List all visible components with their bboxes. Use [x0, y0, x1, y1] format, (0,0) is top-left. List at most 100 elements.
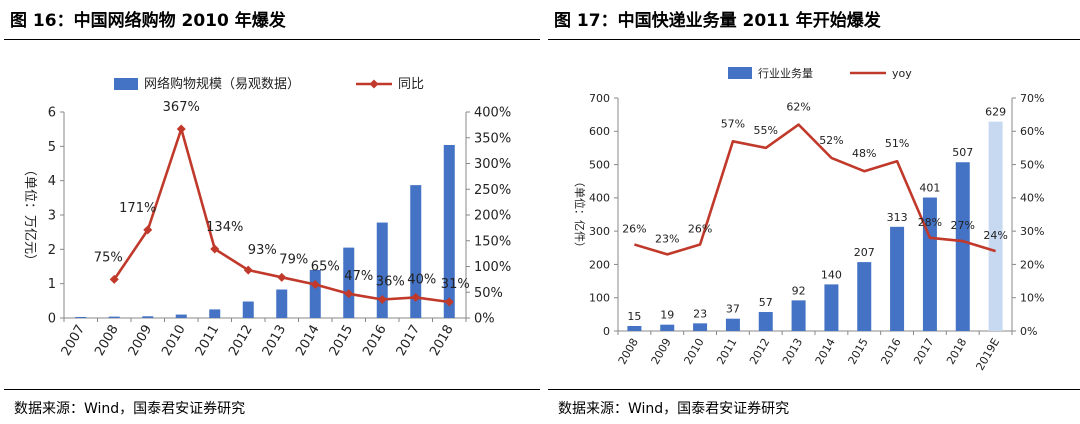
y2-tick-label: 70%: [1020, 92, 1044, 105]
y-tick-label: 5: [48, 140, 56, 155]
bar: [175, 314, 187, 318]
x-tick-label: 2017: [911, 336, 936, 367]
x-tick-label: 2010: [681, 336, 706, 367]
bottom-rule: [4, 389, 540, 390]
bar: [824, 284, 839, 331]
line-point: [109, 274, 119, 284]
legend-bar-swatch: [728, 67, 752, 79]
legend-line-label: yoy: [892, 67, 912, 80]
x-tick-label: 2014: [293, 323, 323, 359]
y2-tick-label: 20%: [1020, 258, 1044, 271]
y-tick-label: 1: [48, 277, 56, 292]
line-value-label: 51%: [885, 137, 909, 150]
y2-tick-label: 30%: [1020, 225, 1044, 238]
y2-tick-label: 10%: [1020, 292, 1044, 305]
bar: [758, 312, 773, 331]
bar: [660, 324, 675, 331]
yoy-line: [634, 123, 996, 256]
bar: [955, 162, 970, 331]
chart-panel-express-delivery: 图 17：中国快递业务量 2011 年开始爆发 0 100 200 300 400 500…: [548, 0, 1080, 424]
x-tick-label: 2014: [813, 336, 838, 367]
bar: [627, 326, 642, 331]
y2-tick-label: 250%: [474, 183, 511, 198]
chart-panel-online-shopping: 图 16：中国网络购物 2010 年爆发 0 1 2 3 4 5 6 0% 50% 100% 150…: [4, 0, 540, 424]
bar-value-label: 92: [792, 284, 806, 297]
x-tick-label: 2016: [878, 336, 903, 367]
y2-tick-label: 150%: [474, 234, 511, 249]
bar: [343, 247, 355, 318]
legend-line-marker: [369, 79, 379, 89]
y2-tick-label: 50%: [1020, 158, 1044, 171]
y-tick-label: 700: [589, 92, 610, 105]
bar-value-label: 140: [821, 268, 842, 281]
line-value-label: 65%: [311, 260, 340, 275]
bar: [276, 289, 288, 318]
data-source: 数据来源：Wind，国泰君安证券研究: [14, 401, 246, 417]
y2-tick-label: 350%: [474, 131, 511, 146]
x-tick-label: 2008: [616, 336, 641, 367]
line-point: [344, 289, 354, 299]
bar: [890, 226, 905, 331]
line-value-label: 62%: [786, 101, 810, 114]
y-tick-label: 2: [48, 243, 56, 258]
y-tick-label: 100: [589, 292, 610, 305]
legend-bar-label: 网络购物规模（易观数据）: [144, 76, 300, 92]
y-tick-label: 600: [589, 125, 610, 138]
x-tick-label: 2013: [260, 323, 290, 359]
y2-tick-label: 400%: [474, 106, 511, 121]
legend-line-label: 同比: [398, 77, 424, 92]
x-tick-label: 2018: [427, 323, 457, 359]
top-rule: [548, 39, 1080, 40]
x-tick-label: 2012: [226, 323, 256, 359]
y-tick-label: 4: [48, 174, 56, 189]
y-axis-title: （单位：亿件）: [573, 176, 587, 253]
x-tick-label: 2011: [193, 323, 223, 359]
y-axis-title: （单位：万亿元）: [22, 163, 37, 267]
line-value-label: 36%: [376, 274, 405, 289]
line-value-label: 57%: [721, 117, 745, 130]
bar-value-label: 313: [887, 211, 908, 224]
line-point: [176, 124, 186, 134]
bar: [410, 185, 422, 318]
line-point: [143, 225, 153, 235]
bar-value-label: 15: [627, 310, 641, 323]
figure-title: 图 16：中国网络购物 2010 年爆发: [10, 11, 286, 31]
bar: [209, 309, 221, 318]
legend-bar-label: 行业业务量: [758, 67, 813, 80]
line-value-label: 26%: [622, 222, 646, 235]
x-tick-label: 2009: [126, 323, 156, 359]
line-value-label: 40%: [407, 272, 436, 287]
y-tick-label: 400: [589, 192, 610, 205]
bar: [242, 301, 254, 318]
y2-tick-label: 0%: [474, 312, 495, 327]
x-tick-label: 2019E: [973, 336, 1002, 373]
y2-tick-label: 0%: [1020, 325, 1037, 338]
legend-bar-swatch: [114, 78, 138, 90]
bar-value-label: 507: [952, 146, 973, 159]
x-tick-label: 2017: [394, 323, 424, 359]
data-source: 数据来源：Wind，国泰君安证券研究: [558, 401, 790, 417]
bar: [791, 300, 806, 331]
y-tick-label: 6: [48, 106, 56, 121]
line-point: [444, 297, 454, 307]
bottom-rule: [548, 389, 1080, 390]
x-tick-label: 2013: [780, 336, 805, 367]
y2-tick-label: 200%: [474, 209, 511, 224]
bar-value-label: 401: [919, 182, 940, 195]
y2-tick-label: 40%: [1020, 192, 1044, 205]
x-tick-label: 2011: [714, 336, 739, 367]
line-value-label: 47%: [344, 269, 373, 284]
bar-value-label: 57: [759, 296, 773, 309]
y-tick-label: 300: [589, 225, 610, 238]
line-value-label: 48%: [852, 147, 876, 160]
x-tick-label: 2012: [747, 336, 772, 367]
x-tick-label: 2008: [92, 323, 122, 359]
bar: [443, 144, 455, 318]
line-value-label: 75%: [94, 250, 123, 265]
y-tick-label: 200: [589, 258, 610, 271]
line-point: [377, 294, 387, 304]
y-tick-label: 0: [48, 312, 56, 327]
bar: [108, 316, 120, 318]
top-rule: [4, 39, 540, 40]
line-value-label: 93%: [248, 243, 277, 258]
